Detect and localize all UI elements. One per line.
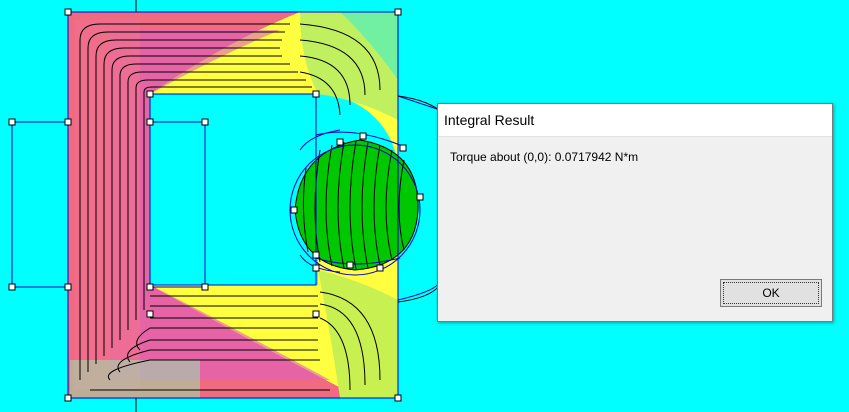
mesh-node	[312, 310, 320, 318]
mesh-node	[290, 206, 298, 214]
mesh-node	[146, 118, 154, 126]
mesh-node	[312, 264, 320, 272]
torque-result-text: Torque about (0,0): 0.0717942 N*m	[450, 150, 639, 164]
mesh-node	[201, 118, 209, 126]
mesh-node	[64, 8, 72, 16]
dialog-title: Integral Result	[444, 112, 535, 128]
mesh-node	[201, 283, 209, 291]
mesh-node	[64, 118, 72, 126]
mesh-node	[146, 310, 154, 318]
ok-button[interactable]: OK	[720, 279, 822, 307]
mesh-node	[394, 8, 402, 16]
flux-contour-lines	[79, 23, 381, 391]
mesh-node	[8, 118, 16, 126]
ok-button-label: OK	[762, 286, 780, 300]
geometry-outline	[11, 11, 441, 399]
mesh-node	[64, 283, 72, 291]
mesh-node	[312, 90, 320, 98]
mesh-node	[394, 394, 402, 402]
core-field-region	[68, 12, 399, 398]
mesh-nodes	[8, 8, 424, 402]
mesh-node	[312, 251, 320, 259]
mesh-node	[146, 283, 154, 291]
dialog-titlebar[interactable]: Integral Result	[438, 104, 832, 137]
mesh-node	[146, 90, 154, 98]
mesh-node	[64, 394, 72, 402]
mesh-node	[399, 144, 407, 152]
mesh-node	[376, 264, 384, 272]
mesh-node	[346, 261, 354, 269]
mesh-node	[416, 193, 424, 201]
mesh-node	[359, 132, 367, 140]
mesh-node	[8, 283, 16, 291]
integral-result-dialog: Integral Result Torque about (0,0): 0.07…	[437, 103, 833, 322]
mesh-node	[336, 138, 344, 146]
